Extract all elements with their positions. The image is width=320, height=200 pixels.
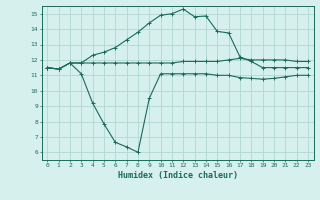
X-axis label: Humidex (Indice chaleur): Humidex (Indice chaleur) [118,171,237,180]
